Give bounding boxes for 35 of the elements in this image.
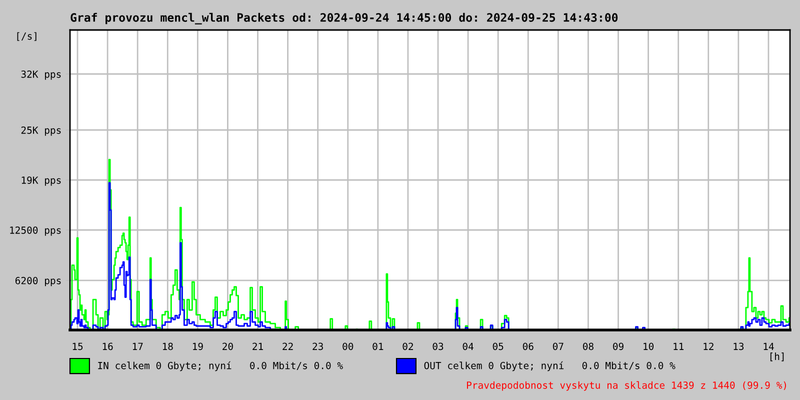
legend-label: IN celkem 0 Gbyte; nyní 0.0 Mbit/s 0.0 % [98,361,343,372]
x-tick-label: 20 [222,342,233,350]
x-tick-label: 13 [734,342,744,350]
x-tick-label: 23 [312,342,323,350]
x-tick-label: 02 [402,342,413,350]
x-tick-label: 05 [492,342,504,350]
x-tick-label: 04 [462,342,474,350]
x-tick-label: 07 [552,342,564,350]
text: Pravdepodobnost vyskytu na skladce 1439 z 1440 (99.9 %) [467,381,786,391]
y-tick-label: 12500 pps [10,226,61,236]
x-tick-label: 06 [522,342,534,350]
x-tick-label: 21 [252,342,263,350]
x-tick-label: 11 [674,342,684,350]
y-tick-label: 19K pps [22,176,61,186]
x-tick-label: 19 [192,342,203,350]
y-tick-label: 32K pps [21,70,61,80]
y-tick-label: 6200 pps [15,276,61,286]
x-tick-label: 00 [342,342,354,350]
x-tick-label: 17 [132,342,143,350]
y-tick-label: 25K pps [21,126,61,136]
x-tick-label: 22 [282,342,293,350]
chart-title: Graf provozu mencl_wlan Packets od: 2024-09-24 14:45:00 do: 2024-09-25 14:43:00 [70,12,618,24]
x-tick-label: 16 [102,342,113,350]
y-axis-title: [/s] [17,32,36,41]
x-tick-label: 08 [583,342,594,350]
x-tick-label: 12 [704,342,714,350]
x-tick-label: 15 [72,342,83,350]
x-tick-label: 18 [162,342,173,350]
x-tick-label: 01 [372,342,384,350]
x-tick-label: 03 [432,342,444,350]
x-tick-label: 14 [764,342,774,350]
legend-label: OUT celkem 0 Gbyte; nyní 0.0 Mbit/s 0.0 % [424,361,676,372]
x-tick-label: 09 [613,342,624,350]
x-axis-title: [h] [770,352,784,362]
x-tick-label: 10 [644,342,654,350]
